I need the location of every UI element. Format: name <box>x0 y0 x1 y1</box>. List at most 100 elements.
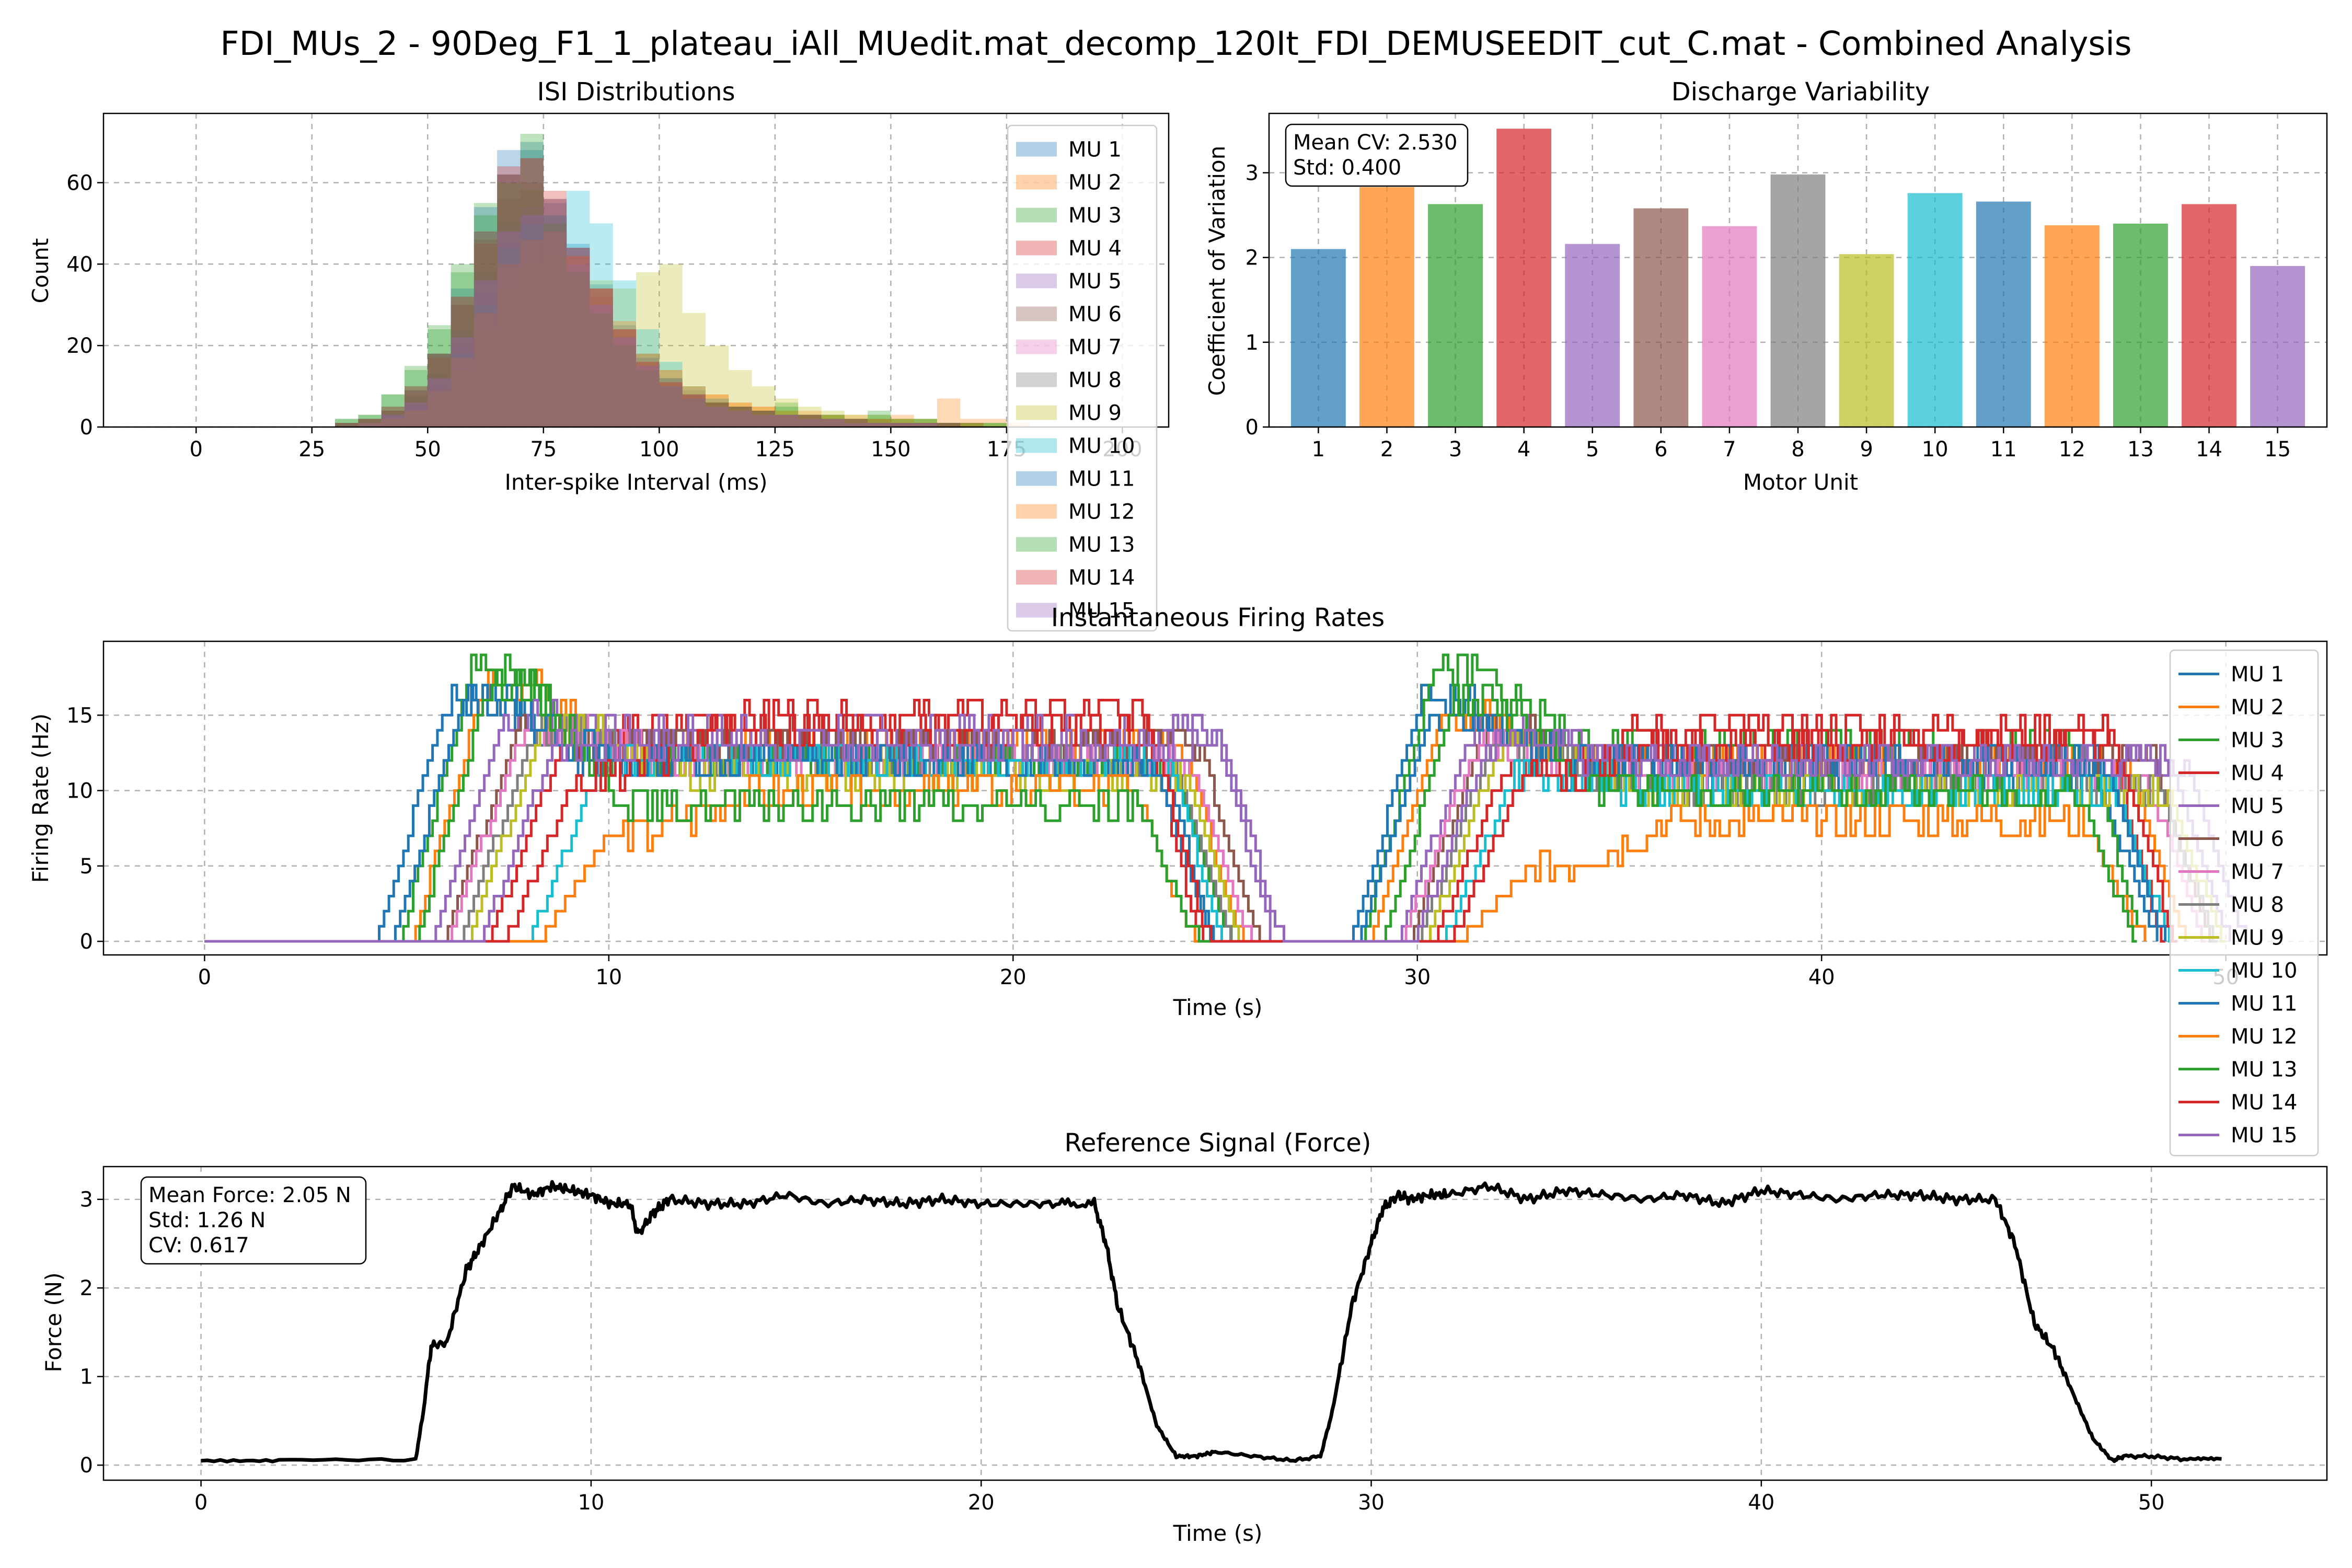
isi-bar <box>428 394 451 427</box>
isi-bar <box>381 419 405 427</box>
isi-bar <box>474 329 498 427</box>
isi-bar <box>567 256 590 427</box>
cv-stats-box <box>1285 123 1469 187</box>
isi-bar <box>428 353 451 427</box>
isi-bar <box>497 174 521 427</box>
cv-xtick-label: 6 <box>1654 437 1667 462</box>
cv-bar <box>1702 226 1757 427</box>
isi-bar <box>659 382 683 427</box>
isi-bar <box>520 215 544 427</box>
isi-bar <box>798 407 822 427</box>
isi-bar <box>543 231 567 427</box>
isi-bar <box>404 398 428 427</box>
isi-bar <box>798 414 822 427</box>
isi-bar <box>567 256 590 427</box>
isi-bar <box>729 402 752 427</box>
isi-bar <box>844 419 868 427</box>
isi-bar <box>543 231 567 427</box>
isi-bar <box>844 419 868 427</box>
isi-bar <box>659 378 683 427</box>
isi-bar <box>937 423 961 427</box>
isi-bar <box>451 272 474 427</box>
isi-bar <box>381 414 405 427</box>
fr-legend-label: MU 7 <box>2231 860 2284 884</box>
isi-bar <box>868 423 891 427</box>
isi-bar <box>659 378 683 427</box>
isi-bar <box>613 329 636 427</box>
cv-xtick-label: 11 <box>1990 437 2017 462</box>
isi-bar <box>775 414 799 427</box>
isi-bar <box>821 419 845 427</box>
isi-bar <box>844 419 868 427</box>
isi-bar <box>474 215 498 427</box>
isi-bar <box>590 321 613 427</box>
isi-bar <box>844 419 868 427</box>
fr-trace <box>204 713 2177 943</box>
cv-xtick-label: 10 <box>1922 437 1949 462</box>
cv-bar <box>1428 204 1483 427</box>
isi-bar <box>520 182 544 427</box>
isi-xtick-label: 25 <box>298 437 325 462</box>
isi-bar <box>497 174 521 427</box>
isi-bar <box>821 419 845 427</box>
isi-bar <box>474 280 498 427</box>
isi-bar <box>682 398 706 427</box>
isi-bar <box>497 231 521 427</box>
isi-bar <box>613 337 636 427</box>
isi-bar <box>914 423 937 427</box>
isi-bar <box>891 423 914 427</box>
isi-bar <box>497 289 521 427</box>
isi-bar <box>659 370 683 427</box>
isi-bar <box>659 362 683 427</box>
cv-bar <box>1770 174 1826 427</box>
isi-bar <box>543 223 567 427</box>
isi-bar <box>636 366 660 427</box>
isi-bar <box>798 414 822 427</box>
cv-ytick-label: 3 <box>1246 162 1259 186</box>
isi-bar <box>520 223 544 427</box>
isi-bar <box>682 394 706 427</box>
isi-bar <box>868 423 891 427</box>
isi-bar <box>752 386 775 427</box>
isi-bar <box>752 410 775 427</box>
isi-bar <box>868 419 891 427</box>
isi-bar <box>891 423 914 427</box>
force-stats-box <box>140 1176 367 1265</box>
isi-legend-label: MU 15 <box>1068 599 1135 623</box>
isi-bar <box>381 410 405 427</box>
isi-bar <box>682 398 706 427</box>
isi-bar <box>451 353 474 427</box>
isi-legend-frame <box>1007 124 1158 632</box>
isi-bar <box>891 419 914 427</box>
isi-bar <box>775 410 799 427</box>
force-ytick-label: 3 <box>80 1188 93 1212</box>
isi-bar <box>937 423 961 427</box>
isi-legend-label: MU 11 <box>1068 467 1135 491</box>
isi-bar <box>914 423 937 427</box>
isi-bar <box>659 386 683 427</box>
isi-bar <box>636 362 660 427</box>
isi-bar <box>358 419 382 427</box>
isi-bar <box>983 423 1007 427</box>
isi-bar <box>775 414 799 427</box>
cv-bar <box>1976 201 2031 427</box>
isi-bar <box>520 215 544 427</box>
isi-bar <box>821 419 845 427</box>
isi-bar <box>682 386 706 427</box>
isi-bar <box>358 423 382 427</box>
isi-bar <box>891 419 914 427</box>
isi-bar <box>474 231 498 427</box>
isi-bar <box>613 337 636 427</box>
isi-bar <box>798 414 822 427</box>
isi-legend-swatch <box>1016 570 1057 585</box>
isi-bar <box>543 231 567 427</box>
isi-bar <box>590 296 613 427</box>
isi-bar <box>636 358 660 427</box>
cv-xtick-label: 2 <box>1380 437 1393 462</box>
isi-bar <box>381 419 405 427</box>
isi-bar <box>682 394 706 427</box>
isi-bar <box>404 366 428 427</box>
fr-xtick-label: 20 <box>1000 965 1027 989</box>
isi-bar <box>590 296 613 427</box>
isi-bar <box>543 244 567 427</box>
